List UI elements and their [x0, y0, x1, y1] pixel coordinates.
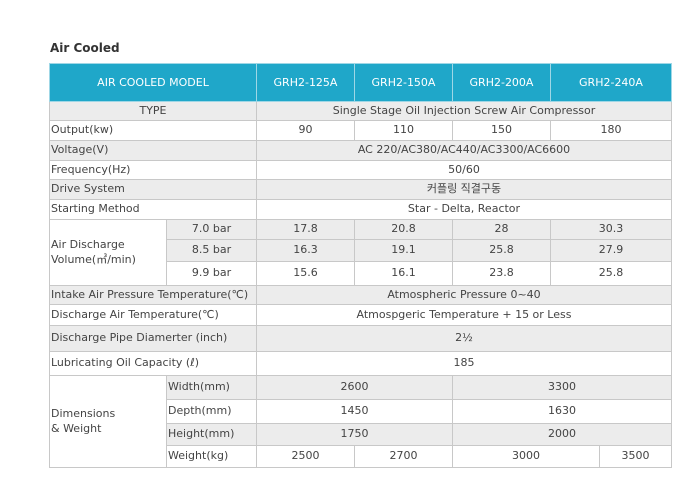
voltage-label: Voltage(V) — [49, 140, 257, 161]
discharge-value: 23.8 — [452, 261, 551, 286]
drive-row: Drive System 커플링 직결구동 — [49, 179, 672, 200]
pressure-label: 7.0 bar — [166, 219, 257, 240]
oil-row: Lubricating Oil Capacity (ℓ) 185 — [49, 351, 672, 376]
pipe-row: Discharge Pipe Diamerter (inch) 2½ — [49, 325, 672, 352]
discharge-value: 16.3 — [256, 239, 355, 262]
model-200a: GRH2-200A — [452, 63, 551, 102]
intake-temp-label: Intake Air Pressure Temperature(℃) — [49, 285, 257, 305]
spec-table: AIR COOLED MODEL GRH2-125A GRH2-150A GRH… — [49, 63, 672, 468]
output-row: Output(kw) 90 110 150 180 — [49, 120, 672, 141]
pressure-label: 9.9 bar — [166, 261, 257, 286]
width-value: 2600 — [256, 375, 453, 400]
frequency-value: 50/60 — [256, 160, 672, 180]
page-title: Air Cooled — [50, 41, 120, 55]
weight-value: 2500 — [256, 445, 355, 468]
discharge-value: 28 — [452, 219, 551, 240]
drive-label: Drive System — [49, 179, 257, 200]
intake-temp-value: Atmospheric Pressure 0~40 — [256, 285, 672, 305]
discharge-row: Air Discharge Volume(㎥/min) 7.0 bar 17.8… — [49, 219, 672, 286]
discharge-row: 8.5 bar 16.3 19.1 25.8 27.9 — [50, 239, 672, 262]
discharge-temp-row: Discharge Air Temperature(℃) Atmospgeric… — [49, 304, 672, 326]
type-label: TYPE — [49, 101, 257, 121]
voltage-value: AC 220/AC380/AC440/AC3300/AC6600 — [256, 140, 672, 161]
weight-row: Weight(kg) 2500 2700 3000 3500 — [50, 445, 672, 468]
height-value: 2000 — [452, 423, 672, 446]
intake-temp-row: Intake Air Pressure Temperature(℃) Atmos… — [49, 285, 672, 305]
width-value: 3300 — [452, 375, 672, 400]
weight-value: 2700 — [354, 445, 453, 468]
discharge-label: Air Discharge Volume(㎥/min) — [49, 219, 167, 286]
dimensions-label-line1: Dimensions — [51, 406, 116, 420]
discharge-value: 25.8 — [452, 239, 551, 262]
output-label: Output(kw) — [49, 120, 257, 141]
model-125a: GRH2-125A — [256, 63, 355, 102]
width-row: Dimensions & Weight Width(mm) 2600 3300 — [49, 375, 672, 468]
oil-label: Lubricating Oil Capacity (ℓ) — [49, 351, 257, 376]
pressure-label: 8.5 bar — [166, 239, 257, 262]
width-label: Width(mm) — [166, 375, 257, 400]
oil-value: 185 — [256, 351, 672, 376]
weight-value: 3500 — [599, 445, 672, 468]
discharge-value: 27.9 — [550, 239, 672, 262]
discharge-label-line2: Volume(㎥/min) — [51, 252, 136, 266]
weight-value: 3000 — [452, 445, 600, 468]
drive-value: 커플링 직결구동 — [256, 179, 672, 200]
height-value: 1750 — [256, 423, 453, 446]
discharge-label-line1: Air Discharge — [51, 237, 125, 251]
model-150a: GRH2-150A — [354, 63, 453, 102]
discharge-temp-label: Discharge Air Temperature(℃) — [49, 304, 257, 326]
frequency-label: Frequency(Hz) — [49, 160, 257, 180]
type-row: TYPE Single Stage Oil Injection Screw Ai… — [49, 101, 672, 121]
voltage-row: Voltage(V) AC 220/AC380/AC440/AC3300/AC6… — [49, 140, 672, 161]
discharge-value: 25.8 — [550, 261, 672, 286]
starting-label: Starting Method — [49, 199, 257, 220]
depth-value: 1630 — [452, 399, 672, 424]
pipe-value: 2½ — [256, 325, 672, 352]
type-value: Single Stage Oil Injection Screw Air Com… — [256, 101, 672, 121]
output-value: 110 — [354, 120, 453, 141]
pipe-label: Discharge Pipe Diamerter (inch) — [49, 325, 257, 352]
header-model-label: AIR COOLED MODEL — [49, 63, 257, 102]
output-value: 150 — [452, 120, 551, 141]
dimensions-label: Dimensions & Weight — [49, 375, 167, 468]
dimensions-label-line2: & Weight — [51, 421, 102, 435]
starting-value: Star - Delta, Reactor — [256, 199, 672, 220]
height-label: Height(mm) — [166, 423, 257, 446]
weight-label: Weight(kg) — [166, 445, 257, 468]
output-value: 180 — [550, 120, 672, 141]
table-header-row: AIR COOLED MODEL GRH2-125A GRH2-150A GRH… — [49, 63, 672, 102]
output-value: 90 — [256, 120, 355, 141]
starting-row: Starting Method Star - Delta, Reactor — [49, 199, 672, 220]
discharge-value: 15.6 — [256, 261, 355, 286]
frequency-row: Frequency(Hz) 50/60 — [49, 160, 672, 180]
discharge-value: 19.1 — [354, 239, 453, 262]
discharge-temp-value: Atmospgeric Temperature + 15 or Less — [256, 304, 672, 326]
depth-label: Depth(mm) — [166, 399, 257, 424]
discharge-value: 16.1 — [354, 261, 453, 286]
discharge-value: 17.8 — [256, 219, 355, 240]
discharge-value: 30.3 — [550, 219, 672, 240]
model-240a: GRH2-240A — [550, 63, 672, 102]
discharge-value: 20.8 — [354, 219, 453, 240]
depth-value: 1450 — [256, 399, 453, 424]
